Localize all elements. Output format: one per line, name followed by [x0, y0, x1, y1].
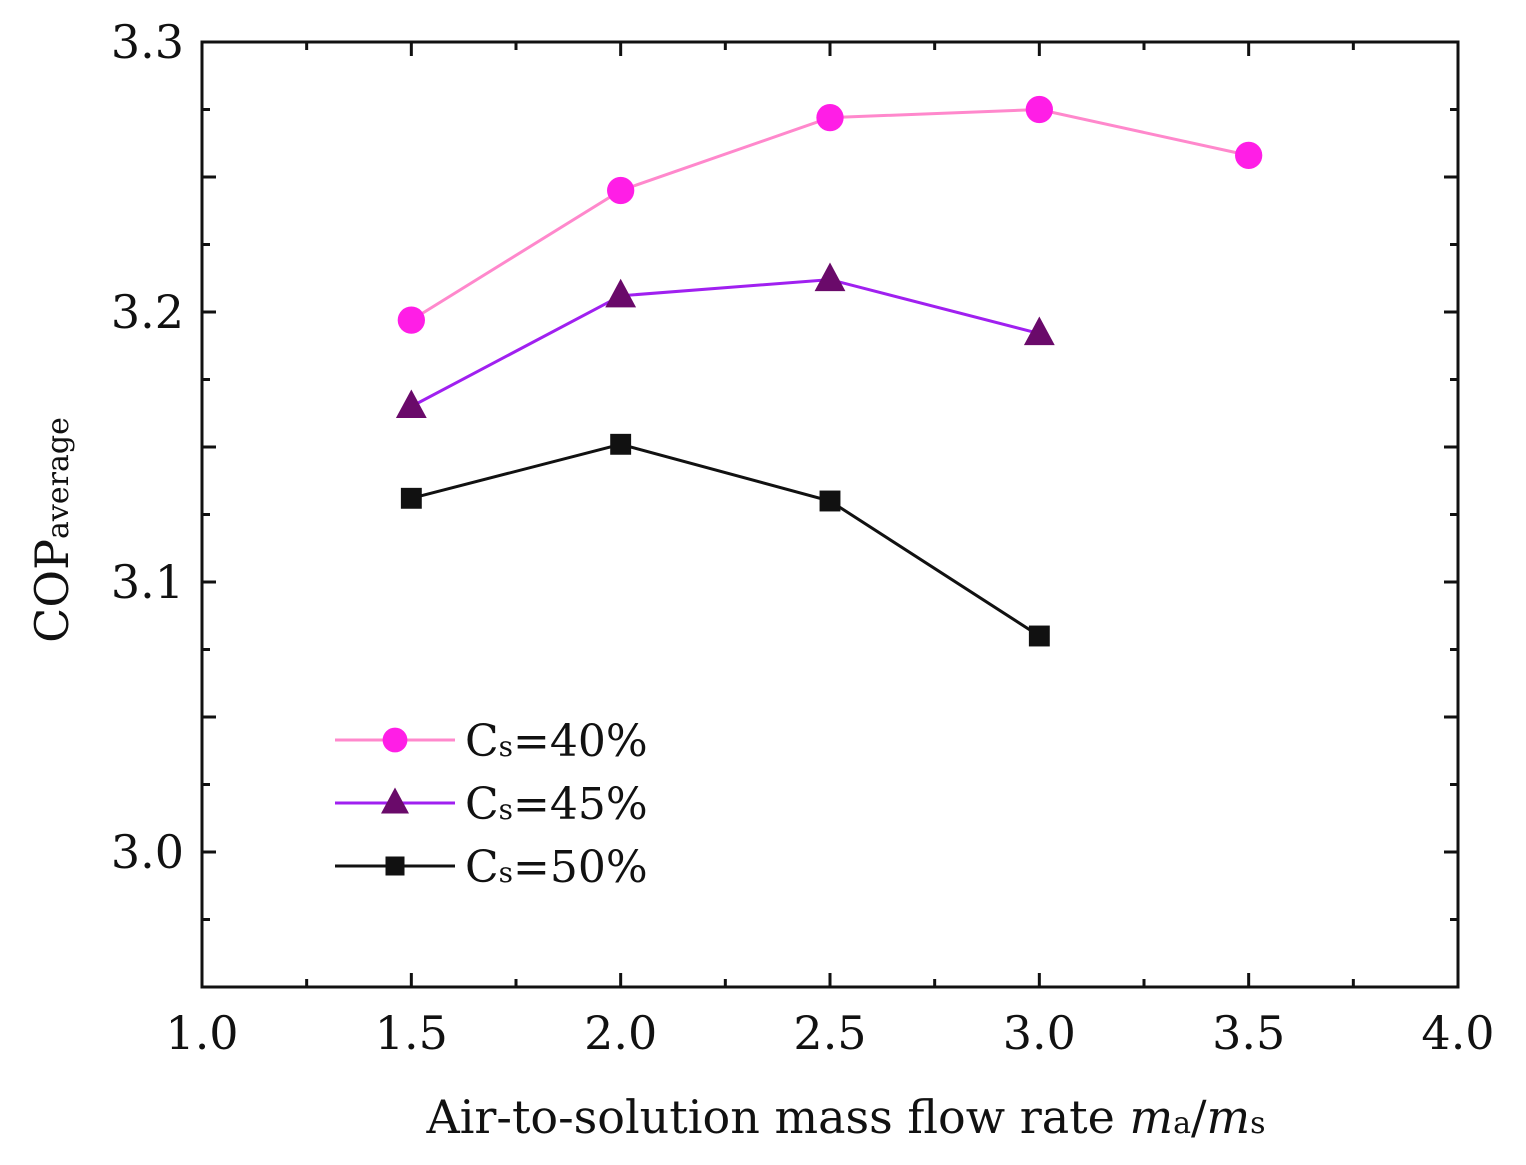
axes: 1.0 1.5 2.0 2.5 3.0 3.5 4.0 3.0 3.1 3.2 3.3	[111, 15, 1495, 1060]
x-tick-label: 3.5	[1212, 1006, 1285, 1060]
data-point	[395, 389, 427, 419]
legend-marker	[381, 787, 409, 814]
plot-frame	[200, 40, 1460, 989]
y-tick-label: 3.2	[111, 285, 184, 339]
y-tick-label: 3.1	[111, 555, 184, 609]
series-line	[410, 442, 1041, 638]
legend-marker	[382, 727, 408, 753]
x-tick-label: 3.0	[1003, 1006, 1076, 1060]
data-point	[397, 306, 425, 334]
data-point	[400, 487, 422, 509]
legend-item: Cs=50%	[335, 842, 648, 893]
x-tick-label: 1.5	[375, 1006, 448, 1060]
data-point	[1235, 141, 1263, 170]
data-point	[814, 262, 846, 292]
x-tick-label: 1.0	[165, 1006, 238, 1060]
series-square	[400, 433, 1050, 647]
x-axis-label: Air-to-solution mass flow rate ma/ms	[425, 1090, 1265, 1144]
data-point	[1025, 95, 1053, 124]
legend: Cs=40% Cs=45% Cs=50%	[335, 716, 648, 893]
data-point	[1023, 316, 1055, 346]
series-circle	[397, 95, 1263, 334]
y-tick-label: 3.0	[111, 825, 184, 879]
data-point	[605, 278, 637, 308]
x-tick-label: 2.5	[793, 1006, 866, 1060]
y-tick-label: 3.3	[111, 15, 184, 69]
data-point	[819, 490, 841, 512]
data-point	[607, 176, 635, 205]
series-line	[410, 278, 1040, 408]
data-point	[1028, 625, 1050, 647]
data-point	[816, 103, 844, 132]
legend-item: Cs=40%	[335, 716, 648, 767]
legend-label: Cs=40%	[465, 716, 648, 767]
series-layer	[395, 95, 1263, 647]
legend-item: Cs=45%	[335, 779, 648, 830]
data-point	[610, 433, 632, 455]
legend-label: Cs=45%	[465, 779, 648, 830]
series-triangle	[395, 262, 1055, 419]
x-tick-label: 4.0	[1421, 1006, 1494, 1060]
y-axis-label: COPaverage	[25, 417, 79, 643]
legend-marker	[385, 856, 405, 876]
x-tick-label: 2.0	[584, 1006, 657, 1060]
legend-label: Cs=50%	[465, 842, 648, 893]
